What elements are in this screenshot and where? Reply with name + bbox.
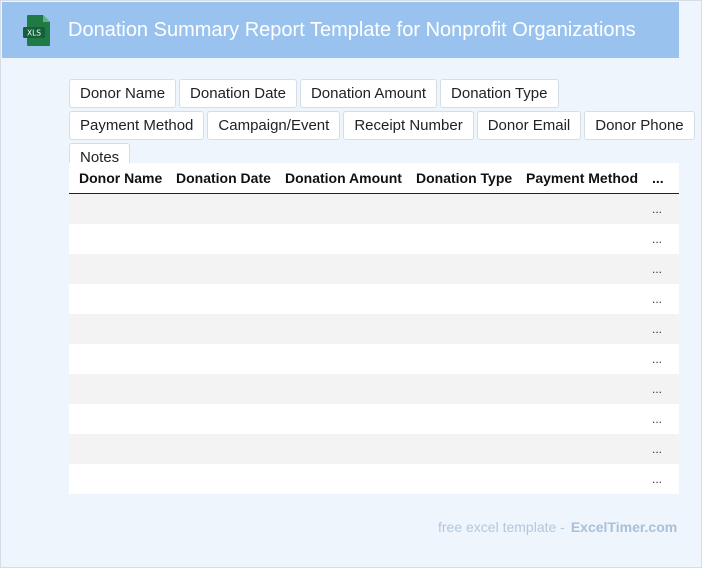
table-row: ...: [69, 284, 679, 314]
row-ellipsis: ...: [652, 382, 663, 396]
row-ellipsis: ...: [652, 202, 663, 216]
table-row: ...: [69, 464, 679, 494]
excel-file-icon: XLS: [23, 15, 50, 46]
column-header: Donation Type: [416, 170, 513, 186]
column-header: ...: [652, 170, 664, 186]
header-bar: XLS Donation Summary Report Template for…: [2, 2, 679, 58]
field-chip-receipt-number[interactable]: Receipt Number: [343, 111, 474, 140]
row-ellipsis: ...: [652, 412, 663, 426]
page-title: Donation Summary Report Template for Non…: [68, 19, 636, 41]
column-header: Donor Name: [79, 170, 163, 186]
row-ellipsis: ...: [652, 232, 663, 246]
preview-table: Donor Name Donation Date Donation Amount…: [69, 163, 679, 494]
row-ellipsis: ...: [652, 472, 663, 486]
table-header: Donor Name Donation Date Donation Amount…: [69, 163, 679, 194]
table-row: ...: [69, 254, 679, 284]
field-chip-payment-method[interactable]: Payment Method: [69, 111, 205, 140]
table-row: ...: [69, 224, 679, 254]
table-row: ...: [69, 314, 679, 344]
footer-brand-link[interactable]: ExcelTimer.com: [570, 519, 678, 535]
field-chip-campaign-event[interactable]: Campaign/Event: [207, 111, 341, 140]
table-row: ...: [69, 374, 679, 404]
field-chip-donor-name[interactable]: Donor Name: [69, 79, 177, 108]
row-ellipsis: ...: [652, 262, 663, 276]
column-header: Donation Amount: [285, 170, 402, 186]
field-chip-donor-email[interactable]: Donor Email: [476, 111, 582, 140]
row-ellipsis: ...: [652, 292, 663, 306]
field-chip-donation-type[interactable]: Donation Type: [440, 79, 559, 108]
table-body: ... ... ... ... ... ... ... ... ... ...: [69, 194, 679, 494]
table-row: ...: [69, 344, 679, 374]
field-chip-donor-phone[interactable]: Donor Phone: [584, 111, 695, 140]
field-chip-donation-amount[interactable]: Donation Amount: [299, 79, 438, 108]
table-row: ...: [69, 404, 679, 434]
table-row: ...: [69, 434, 679, 464]
column-header: Donation Date: [176, 170, 271, 186]
table-row: ...: [69, 194, 679, 224]
field-list: Donor Name Donation Date Donation Amount…: [69, 79, 695, 172]
row-ellipsis: ...: [652, 442, 663, 456]
footer-credit: free excel template - ExcelTimer.com: [438, 519, 677, 535]
svg-text:XLS: XLS: [27, 29, 41, 38]
column-header: Payment Method: [526, 170, 639, 186]
field-chip-donation-date[interactable]: Donation Date: [179, 79, 297, 108]
footer-label: free excel template -: [438, 519, 565, 535]
row-ellipsis: ...: [652, 322, 663, 336]
row-ellipsis: ...: [652, 352, 663, 366]
